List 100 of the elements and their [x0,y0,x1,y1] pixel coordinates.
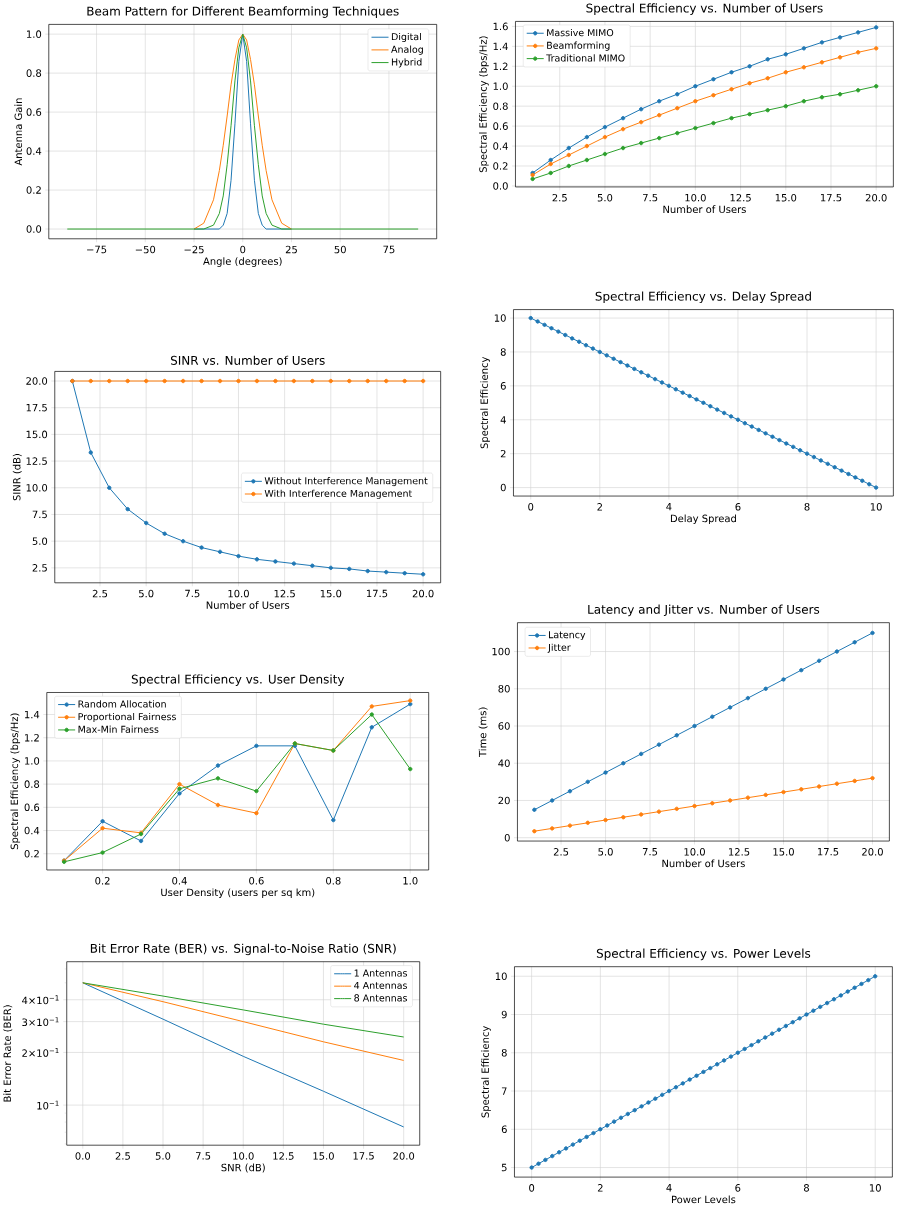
y-tick-label: 80 [498,684,510,693]
y-tick-label: 1.6 [493,22,508,31]
x-tick-label: 10.0 [685,193,706,202]
x-tick-label: 0.2 [95,876,110,885]
x-tick-label: 0 [528,503,534,511]
y-tick-label: 20.0 [26,377,47,385]
x-tick-label: 12.5 [274,589,295,598]
legend-label: Without Interference Management [264,476,428,487]
x-tick-label: 15.0 [773,848,794,856]
x-tick-label: 10.0 [684,848,705,856]
y-tick-label: 15.0 [26,430,47,439]
legend-label: Digital [391,32,421,43]
y-tick-label: 0.2 [26,186,41,194]
legend-label: 4 Antennas [353,981,407,990]
legend-label: Massive MIMO [546,28,614,37]
y-axis-title: Bit Error Rate (BER) [3,1005,13,1102]
x-tick-label: 10 [870,503,882,511]
x-tick-label: 10 [869,1184,881,1192]
x-tick-label: 17.5 [353,1152,374,1160]
x-tick-label: 1.0 [403,876,418,885]
x-tick-label: 2.5 [92,589,107,598]
y-tick-label: 8 [500,348,506,356]
x-tick-label: 20.0 [393,1152,414,1160]
legend-label: Analog [390,45,423,55]
chart-title: Spectral Efficiency vs. Delay Spread [595,291,811,304]
x-tick-label: 25 [285,245,297,254]
y-tick-label: 4×10$^{−1}$ [21,995,59,1005]
y-axis-title: SINR (dB) [12,454,22,501]
x-axis-title: SNR (dB) [221,1163,265,1173]
chart-title: Bit Error Rate (BER) vs. Signal-to-Noise Ratio (SNR) [90,943,396,956]
x-tick-label: 0.6 [248,876,264,885]
x-axis-title: User Density (users per sq km) [161,888,315,899]
y-tick-label: 0.8 [493,102,508,110]
x-tick-label: 6 [735,1184,741,1192]
x-tick-label: 7.5 [642,193,658,202]
x-axis-title: Angle (degrees) [202,257,282,267]
x-tick-label: 20.0 [861,848,883,856]
y-tick-label: 1.4 [24,710,40,719]
chart-title: Spectral Efficiency vs. User Density [131,674,344,686]
x-tick-label: 15.0 [313,1152,334,1160]
y-tick-label: 7 [501,1087,507,1095]
legend-label: With Interference Management [264,489,412,499]
x-tick-label: 12.5 [273,1152,294,1160]
x-tick-label: 5.0 [597,193,613,202]
x-tick-label: 17.5 [817,848,839,856]
y-tick-label: 60 [498,722,510,730]
x-tick-label: 2.5 [115,1152,130,1160]
legend-label: Latency [548,631,586,641]
y-tick-label: 9 [501,1010,507,1019]
y-tick-label: 0.8 [26,69,41,77]
legend-label: Hybrid [391,58,422,68]
y-tick-label: 3×10$^{−1}$ [22,1017,59,1027]
x-tick-label: 7.5 [195,1152,211,1160]
legend-label: Traditional MIMO [546,54,625,62]
y-tick-label: 20 [498,796,510,805]
y-tick-label: 1.0 [26,30,41,38]
x-axis-title: Number of Users [206,601,290,609]
legend-label: Random Allocation [78,700,166,708]
x-tick-label: 17.5 [820,193,842,202]
y-axis-title: Time (ms) [478,707,488,758]
y-tick-label: 17.5 [26,404,47,412]
x-tick-label: 8 [803,1184,809,1192]
x-tick-label: 0.8 [325,876,341,885]
legend-label: Max-Min Fairness [78,725,159,733]
chart-title: Beam Pattern for Different Beamforming Techniques [87,6,399,18]
y-tick-label: 10 [495,972,507,981]
y-tick-label: 2.5 [32,564,47,572]
x-tick-label: 12.5 [730,193,751,202]
chart-title: Spectral Efficiency vs. Number of Users [586,3,823,15]
x-tick-label: 0.0 [75,1152,90,1160]
x-tick-label: 75 [383,245,395,254]
y-tick-label: 6 [500,382,506,390]
x-tick-label: 2 [597,1184,603,1192]
y-tick-label: 1.0 [24,757,39,765]
legend-label: Jitter [547,643,571,653]
y-tick-label: 12.5 [26,457,47,465]
x-tick-label: 2 [597,503,602,511]
x-axis-title: Power Levels [671,1195,736,1204]
y-tick-label: 0 [504,833,510,842]
x-tick-label: 2.5 [553,848,568,856]
x-axis-title: Delay Spread [670,514,736,525]
legend-label: 1 Antennas [354,969,407,977]
x-tick-label: 20.0 [865,193,887,202]
x-tick-label: 0.4 [172,876,187,885]
x-tick-label: 5.0 [138,589,154,598]
y-tick-label: 10.0 [26,484,47,492]
x-tick-label: 50 [334,245,346,254]
x-tick-label: 4 [666,1184,672,1192]
y-tick-label: 0.6 [26,108,41,116]
y-tick-label: 0.4 [24,826,40,835]
x-tick-label: −75 [86,245,107,254]
y-tick-label: 6 [501,1125,507,1134]
y-tick-label: 5 [501,1163,507,1172]
x-tick-label: 2.5 [552,193,567,202]
y-tick-label: 2×10$^{−1}$ [22,1048,59,1057]
x-tick-label: 0 [240,245,246,254]
x-tick-label: 20.0 [412,589,434,598]
x-axis-title: Number of Users [663,205,746,214]
y-tick-label: 0.6 [493,122,508,130]
x-tick-label: 10.0 [228,589,249,598]
